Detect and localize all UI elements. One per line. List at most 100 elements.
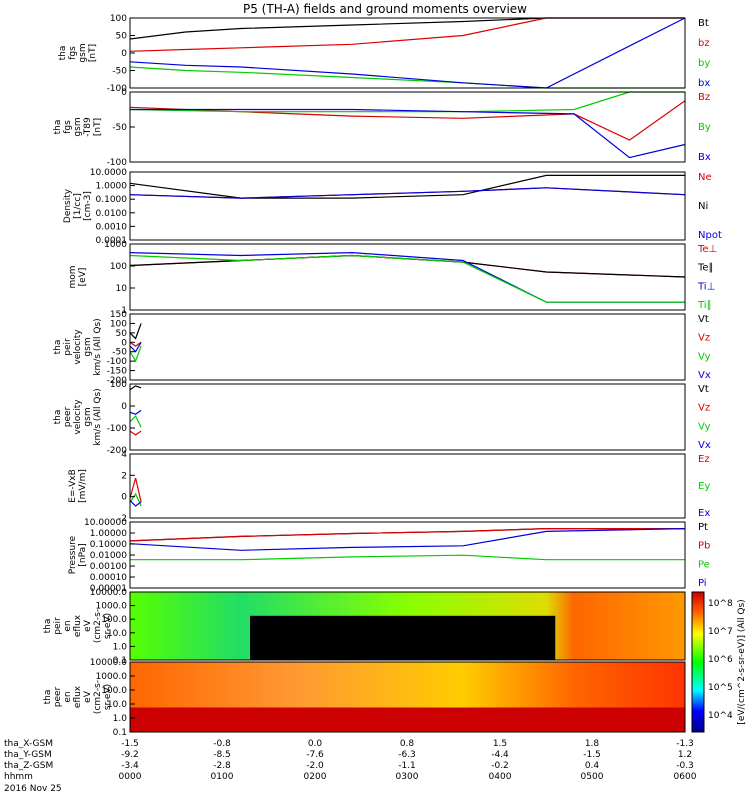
colorbar: 10^8 10^7 10^6 10^5 10^4 [eV/(cm^2-s-sr-eV)] … — [691, 591, 747, 733]
y-axis-label-line: tha — [43, 619, 53, 634]
panel-frame-7 — [129, 453, 686, 519]
y-axis-label-line: [cm-3] — [83, 191, 93, 221]
y-tick-label: -200 — [107, 376, 128, 386]
panel-frame-10 — [129, 661, 686, 733]
panels: Btbzbybx100500-50-100thafgsgsm[nT]BzByBx… — [43, 14, 747, 738]
legend-Vt: Vt — [698, 314, 709, 325]
y-axis-label-line: fgs — [63, 120, 73, 134]
y-tick-label: -200 — [107, 446, 128, 456]
colorbar-tick-label: 10^5 — [708, 683, 733, 693]
y-tick-label: 10000.0 — [90, 588, 127, 598]
panel-8: PtPbPePi10.000001.000000.100000.010000.0… — [68, 518, 710, 594]
x-axis-tick-label: -8.5 — [213, 750, 231, 760]
y-axis-label-line: mom — [68, 265, 78, 288]
y-tick-label: -50 — [112, 123, 127, 133]
legend-Pb: Pb — [698, 541, 710, 552]
y-axis-label-line: velocity — [73, 399, 83, 435]
x-axis-tick-label: 0500 — [581, 772, 604, 782]
y-tick-label: 1.0 — [113, 714, 128, 724]
y-axis-label-line: peir — [53, 617, 63, 635]
y-tick-label: 0 — [121, 49, 127, 59]
x-axis-tick-label: -1.1 — [398, 761, 416, 771]
legend-Ez: Ez — [698, 454, 710, 465]
y-axis-label-line: Density — [63, 188, 73, 223]
y-tick-label: 10.00000 — [84, 518, 127, 528]
y-tick-label: -100 — [107, 424, 128, 434]
colorbar-tick-label: 10^8 — [708, 599, 733, 609]
y-tick-label: -100 — [107, 84, 128, 94]
series-line-Vy — [129, 415, 142, 428]
y-tick-label: 0.0010 — [96, 222, 128, 232]
x-axis-tick-label: 1.8 — [585, 739, 600, 749]
y-tick-label: -50 — [112, 348, 127, 358]
y-tick-label: 150 — [110, 310, 127, 320]
y-tick-label: 0 — [121, 493, 127, 503]
y-axis-label-line: [eV] — [78, 268, 88, 287]
y-tick-label: 50 — [116, 32, 128, 42]
legend-by: by — [698, 58, 710, 69]
y-axis-label-line: gsm — [73, 117, 83, 136]
y-tick-label: 2 — [121, 471, 127, 481]
panel-1: Bt bz by bx 100 50 0 -50 -100 thafgsgsm[nT] — [58, 14, 710, 94]
x-axis-tick-label: 1.2 — [678, 750, 692, 760]
y-tick-label: 1 — [121, 306, 127, 316]
series-line-Pi — [129, 528, 686, 551]
colorbar-tick-label: 10^6 — [708, 655, 733, 665]
series-line-Vx — [129, 409, 142, 415]
y-tick-label: -150 — [107, 367, 128, 377]
legend-Bt: Bt — [698, 18, 709, 29]
x-axis-row-label: tha_X-GSM — [4, 739, 53, 749]
y-tick-label: 0.1000 — [96, 195, 128, 205]
legend-Vz: Vz — [698, 333, 710, 344]
series-line-Npot — [129, 187, 686, 199]
y-tick-label: 4 — [121, 450, 127, 460]
y-axis-label-line: E=-VxB — [68, 469, 78, 503]
legend-Pi: Pi — [698, 578, 707, 589]
y-tick-label: 0.1 — [113, 728, 127, 738]
y-axis-label-line: gsm — [83, 407, 93, 426]
panel-3: Ne Ni Npot 10.0000 1.0000 0.1000 0.0100 0.0010 0… — [63, 168, 722, 246]
panel-frame-5 — [129, 313, 686, 381]
y-axis-label-10: thapeerenefluxeV(cm2-s-sr-eV) — [43, 680, 113, 714]
date-label: 2016 Nov 25 — [4, 784, 62, 794]
y-axis-label-line: sr-eV) — [103, 684, 113, 710]
y-axis-label-line: [1/cc] — [73, 193, 83, 219]
spectrogram-low-flux-region — [250, 615, 556, 660]
y-axis-label-line: en — [63, 691, 73, 702]
y-tick-label: 0.00001 — [90, 584, 127, 594]
y-axis-label-line: tha — [53, 120, 63, 135]
y-tick-label: 0.0001 — [96, 236, 128, 246]
y-axis-label-line: [mV/m] — [78, 469, 88, 503]
panel-frame-4 — [129, 243, 686, 311]
y-axis-label-line: km/s (All Qs) — [93, 318, 103, 375]
y-axis-label-line: tha — [53, 410, 63, 425]
y-axis-label-line: (cm2-s- — [93, 680, 103, 714]
series-line-Bx — [130, 108, 686, 159]
legend-Pe: Pe — [698, 559, 710, 570]
panel-4: Te⊥ Te∥ Ti⊥ Ti∥ 1000 100 10 1 mom[eV] — [68, 240, 717, 316]
x-axis-tick-label: 0.0 — [308, 739, 323, 749]
series-line-Pe — [130, 554, 685, 561]
y-axis-label-8: Pressure[nPa] — [68, 535, 88, 574]
legend-Te⊥: Te⊥ — [697, 244, 717, 255]
x-axis-tick-label: -2.8 — [213, 761, 231, 771]
series-line-Ni — [129, 174, 685, 199]
x-axis-tick-label: 1.5 — [493, 739, 507, 749]
x-axis-tick-label: -7.6 — [306, 750, 324, 760]
y-tick-label: 100 — [110, 319, 127, 329]
y-axis-label-line: sr-eV) — [103, 613, 113, 639]
y-axis-label-line: peir — [63, 338, 73, 356]
y-axis-label-line: tha — [58, 46, 68, 61]
y-tick-label: 100 — [110, 14, 127, 24]
y-axis-label-line: gsm — [78, 43, 88, 62]
plot-title: P5 (TH-A) fields and ground moments over… — [243, 2, 527, 16]
x-axis-tick-label: -1.3 — [676, 739, 694, 749]
colorbar-gradient — [691, 591, 705, 733]
x-axis-tick-label: -6.3 — [398, 750, 416, 760]
y-tick-label: 0.10000 — [90, 540, 127, 550]
y-tick-label: 100.0 — [101, 686, 127, 696]
y-axis-label-line: -T89 — [83, 117, 93, 137]
y-axis-label-1: thafgsgsm[nT] — [58, 43, 98, 62]
legend-Bx: Bx — [698, 152, 711, 163]
